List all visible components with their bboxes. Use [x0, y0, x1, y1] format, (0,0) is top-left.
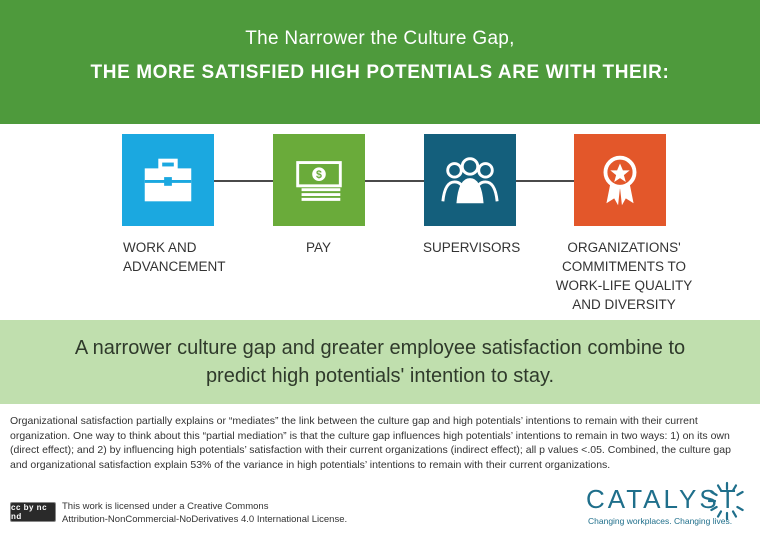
- creative-commons-badge: cc by nc nd: [10, 502, 56, 522]
- conclusion-band: A narrower culture gap and greater emplo…: [0, 320, 760, 404]
- header-banner: The Narrower the Culture Gap, THE MORE S…: [0, 0, 760, 124]
- logo-tagline: Changing workplaces. Changing lives.: [588, 516, 733, 526]
- people-icon: [441, 157, 499, 204]
- pay-tile: $: [273, 134, 365, 226]
- work-advancement-tile: [122, 134, 214, 226]
- pay-label: PAY: [306, 240, 332, 255]
- license-text: This work is licensed under a Creative C…: [62, 501, 348, 525]
- logo-arc-icon: [707, 481, 744, 521]
- money-icon: $: [296, 161, 342, 201]
- award-ribbon-icon: [603, 155, 637, 206]
- logo-wordmark: CATALYST: [586, 484, 739, 514]
- header-title: THE MORE SATISFIED HIGH POTENTIALS ARE W…: [90, 62, 670, 83]
- briefcase-icon: [144, 158, 192, 202]
- commitments-label: ORGANIZATIONS' COMMITMENTS TO WORK-LIFE …: [555, 240, 693, 312]
- conclusion-line-1: A narrower culture gap and greater emplo…: [74, 337, 686, 359]
- supervisors-tile: [424, 134, 516, 226]
- header-subtitle: The Narrower the Culture Gap,: [245, 28, 515, 49]
- work-advancement-label: WORK AND ADVANCEMENT: [123, 240, 226, 274]
- connector-line: [168, 180, 608, 182]
- supervisors-label: SUPERVISORS: [423, 240, 521, 255]
- svg-text:$: $: [316, 169, 322, 181]
- conclusion-line-2: predict high potentials' intention to st…: [205, 365, 555, 387]
- methodology-note: Organizational satisfaction partially ex…: [10, 415, 731, 471]
- commitments-tile: [574, 134, 666, 226]
